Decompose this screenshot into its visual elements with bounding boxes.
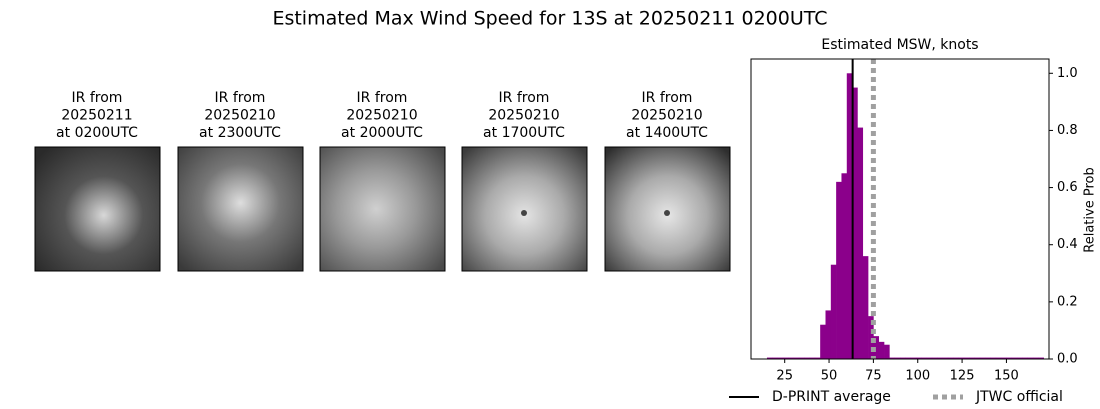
bar: [942, 357, 949, 359]
x-tick-label: 75: [865, 369, 882, 384]
bar: [931, 357, 938, 359]
bar: [777, 357, 784, 359]
bar: [766, 357, 773, 359]
panel-label: IR from: [215, 90, 266, 106]
bar: [937, 357, 943, 359]
bar: [974, 357, 981, 359]
panel-label: 20250210: [631, 108, 702, 124]
y-tick-label: 0.6: [1057, 180, 1078, 195]
bar: [953, 357, 959, 359]
bar: [809, 357, 816, 359]
panel-label: 20250210: [346, 108, 417, 124]
bar: [915, 357, 922, 359]
y-tick-label: 0.4: [1057, 237, 1078, 252]
figure-title: Estimated Max Wind Speed for 13S at 2025…: [272, 8, 827, 30]
satellite-image: [319, 146, 446, 272]
bar: [1027, 357, 1034, 359]
panel-label: at 1700UTC: [483, 125, 565, 141]
bar: [969, 357, 975, 359]
y-tick-label: 0.8: [1057, 123, 1078, 138]
panel-label: at 1400UTC: [626, 125, 708, 141]
bar: [1006, 357, 1013, 359]
panel-label: 20250210: [488, 108, 559, 124]
x-tick-label: 100: [905, 369, 930, 384]
bar: [1038, 357, 1044, 359]
y-tick-label: 0.2: [1057, 294, 1078, 309]
panel-label: 20250210: [204, 108, 275, 124]
bar: [820, 324, 826, 359]
panel-label: at 2000UTC: [341, 125, 423, 141]
bar: [878, 341, 885, 359]
bar: [921, 357, 927, 359]
bar: [804, 357, 810, 359]
y-tick-label: 1.0: [1057, 66, 1078, 81]
x-tick-label: 125: [950, 369, 975, 384]
bar: [825, 310, 832, 359]
panel-label: 20250211: [61, 108, 132, 124]
storm-eye: [664, 210, 670, 216]
bar: [894, 357, 901, 359]
x-tick-label: 150: [994, 369, 1019, 384]
bar: [868, 316, 874, 359]
bar: [990, 357, 997, 359]
panel-label: IR from: [357, 90, 408, 106]
bar: [900, 357, 906, 359]
bar: [788, 357, 794, 359]
bar: [793, 357, 800, 359]
bar: [995, 357, 1002, 359]
y-axis-label: Relative Prob: [1083, 167, 1098, 252]
bar: [836, 181, 842, 359]
y-tick-label: 0.0: [1057, 352, 1078, 367]
bar: [1001, 357, 1007, 359]
bar: [1033, 357, 1039, 359]
bar: [963, 357, 970, 359]
chart-title: Estimated MSW, knots: [821, 37, 978, 53]
satellite-image: [34, 146, 161, 272]
satellite-image: [461, 146, 588, 272]
bar: [846, 73, 853, 360]
bar: [884, 344, 890, 359]
bar: [910, 357, 917, 359]
bar: [889, 357, 895, 359]
satellite-image: [177, 146, 304, 272]
bar: [1017, 357, 1023, 359]
legend-label: JTWC official: [975, 389, 1063, 405]
bar: [926, 357, 933, 359]
bar: [782, 357, 789, 359]
bar: [841, 173, 848, 359]
bar: [979, 357, 986, 359]
bar: [1022, 357, 1029, 359]
bar: [905, 357, 911, 359]
storm-eye: [521, 210, 527, 216]
x-tick-label: 50: [821, 369, 838, 384]
bar: [857, 127, 864, 359]
plot-frame: [750, 58, 1050, 360]
bar: [862, 256, 869, 359]
bar: [830, 264, 837, 359]
bar: [798, 357, 805, 359]
bar: [958, 357, 965, 359]
panel-label: IR from: [72, 90, 123, 106]
bar: [873, 336, 880, 359]
bar: [947, 357, 954, 359]
panel-label: at 0200UTC: [56, 125, 138, 141]
x-tick-label: 25: [776, 369, 793, 384]
bar: [985, 357, 991, 359]
panel-label: IR from: [499, 90, 550, 106]
satellite-image: [604, 146, 731, 272]
bar: [772, 357, 778, 359]
bar: [814, 357, 821, 359]
legend-label: D-PRINT average: [772, 389, 891, 405]
panel-label: IR from: [642, 90, 693, 106]
bar: [1011, 357, 1018, 359]
bar: [852, 87, 858, 360]
panel-label: at 2300UTC: [199, 125, 281, 141]
